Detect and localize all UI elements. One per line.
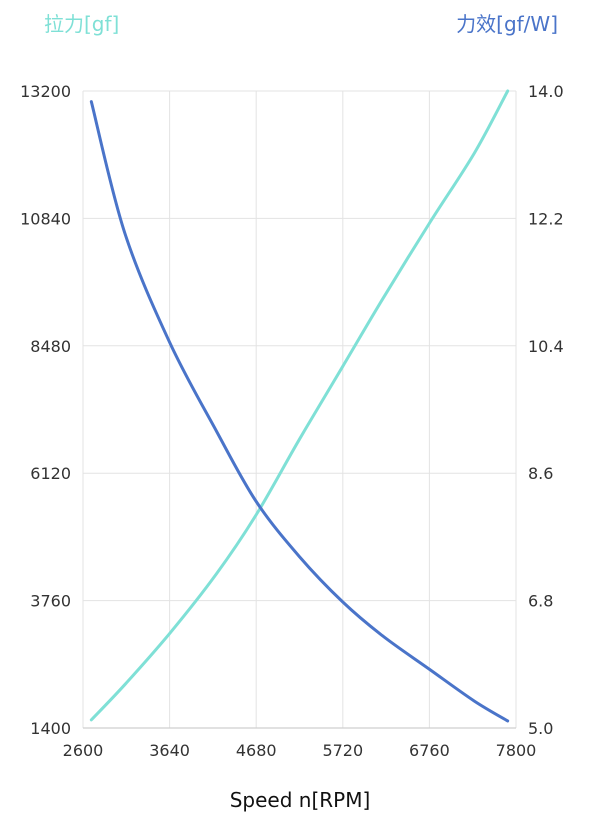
thrust-series-line bbox=[89, 89, 510, 722]
y-right-tick-label: 5.0 bbox=[528, 719, 553, 738]
x-tick-label: 2600 bbox=[63, 741, 104, 760]
y-left-tick-label: 8480 bbox=[30, 337, 71, 356]
efficiency-series-line bbox=[89, 100, 510, 723]
x-tick-label: 3640 bbox=[149, 741, 190, 760]
y-right-tick-label: 14.0 bbox=[528, 82, 564, 101]
x-tick-label: 4680 bbox=[236, 741, 277, 760]
x-tick-label: 6760 bbox=[409, 741, 450, 760]
y-right-tick-label: 10.4 bbox=[528, 337, 564, 356]
y-left-tick-label: 1400 bbox=[30, 719, 71, 738]
x-tick-label: 7800 bbox=[496, 741, 537, 760]
y-right-tick-label: 6.8 bbox=[528, 592, 553, 611]
y-right-tick-label: 8.6 bbox=[528, 464, 553, 483]
y-left-tick-label: 13200 bbox=[20, 82, 71, 101]
y-left-tick-label: 6120 bbox=[30, 464, 71, 483]
x-axis-label: Speed n[RPM] bbox=[229, 788, 371, 812]
y-left-tick-label: 10840 bbox=[20, 209, 71, 228]
right-axis-title: 力效[gf/W] bbox=[456, 12, 558, 36]
left-axis-title: 拉力[gf] bbox=[44, 12, 120, 36]
y-right-tick-label: 12.2 bbox=[528, 209, 564, 228]
y-left-tick-label: 3760 bbox=[30, 592, 71, 611]
x-tick-label: 5720 bbox=[322, 741, 363, 760]
